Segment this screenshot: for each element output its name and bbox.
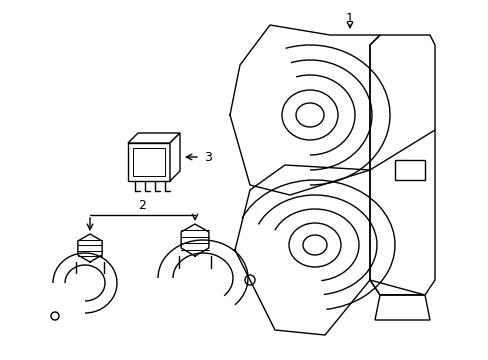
Bar bbox=[394, 160, 424, 180]
Text: 3: 3 bbox=[203, 150, 211, 163]
Polygon shape bbox=[170, 133, 180, 181]
Polygon shape bbox=[369, 35, 434, 295]
Text: 2: 2 bbox=[138, 198, 145, 212]
Text: 1: 1 bbox=[346, 12, 353, 24]
Polygon shape bbox=[128, 133, 180, 143]
Bar bbox=[128, 143, 170, 181]
Bar bbox=[133, 148, 164, 176]
Polygon shape bbox=[374, 295, 429, 320]
